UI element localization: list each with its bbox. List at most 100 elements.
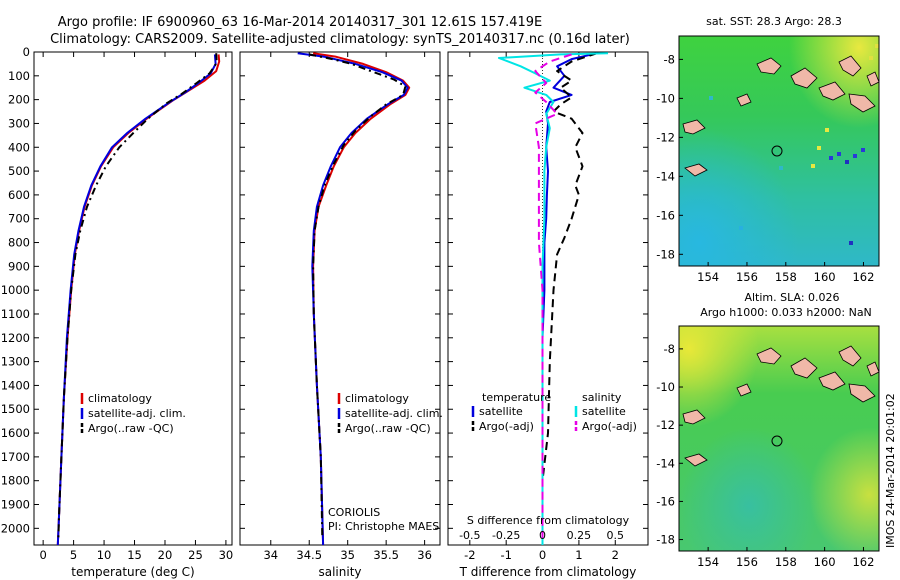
sst-pixel: [845, 160, 849, 164]
sst-pixel: [709, 96, 713, 100]
sla-high-patch-2: [679, 326, 879, 551]
panelT-xlabel: temperature (deg C): [71, 565, 194, 579]
map-x-tick-label: 158: [775, 270, 797, 284]
sst-argo-marker: [771, 145, 783, 157]
x-tick-label: 0: [539, 548, 546, 562]
difference-panel: -2 -1 0 1 2 T difference from climatology S di…: [447, 51, 649, 579]
map-y-tick-label: -8: [664, 52, 675, 66]
panelS-xlabel: salinity: [318, 565, 361, 579]
island-shape: [818, 371, 846, 391]
s-diff-tick-label: 0: [539, 529, 546, 542]
map-x-tick-label: 156: [736, 555, 758, 569]
map-x-tick-label: 154: [697, 270, 719, 284]
map-y-tick-label: -10: [656, 91, 675, 105]
sst-islands: [682, 55, 880, 177]
map-x-tick-label: 158: [775, 555, 797, 569]
y-tick-label: 1500: [1, 402, 30, 416]
y-tick-label: 1200: [1, 331, 30, 345]
legend-label: Argo(..raw -QC): [345, 422, 431, 435]
y-tick-label: 1300: [1, 355, 30, 369]
map-y-tick-label: -8: [664, 342, 675, 356]
y-tick-label: 100: [8, 69, 30, 83]
series-line-climatology: [56, 54, 221, 546]
y-tick-label: 1900: [1, 498, 30, 512]
x-tick-label: 35.5: [373, 548, 399, 562]
series-line-t-satellite: [541, 52, 598, 545]
island-shape: [736, 93, 752, 107]
island-shape: [790, 67, 818, 89]
s-diff-tick-label: 0.5: [607, 529, 625, 542]
legend-label: satellite-adj. clim.: [345, 407, 443, 420]
legend-label: Argo(-adj): [582, 420, 637, 433]
panelD-frame: [447, 51, 649, 546]
map-x-tick-label: 160: [814, 555, 836, 569]
header-line2: Climatology: CARS2009. Satellite-adjuste…: [50, 32, 630, 47]
sst-pixel: [837, 152, 841, 156]
sst-pixel: [829, 156, 833, 160]
legend-label: climatology: [345, 392, 409, 405]
x-tick-label: 30: [219, 548, 234, 562]
panelD-xlabel: T difference from climatology: [459, 565, 637, 579]
sst-pixel: [861, 148, 865, 152]
map-x-tick-label: 154: [697, 555, 719, 569]
legend-title-temperature: temperature: [482, 391, 551, 404]
sst-pixel: [869, 56, 873, 60]
series-line-t-argo: [541, 52, 598, 538]
x-tick-label: 5: [70, 548, 77, 562]
sst-pixel: [739, 226, 743, 230]
map-y-tick-label: -16: [656, 208, 675, 222]
x-tick-label: 10: [97, 548, 112, 562]
s-diff-tick-label: -0.25: [492, 529, 520, 542]
x-tick-label: 20: [158, 548, 173, 562]
sst-pixel: [811, 164, 815, 168]
sla-frame: [678, 325, 880, 552]
sst-cool-patch: [679, 36, 879, 266]
x-tick-label: 0: [39, 548, 46, 562]
map-y-tick-label: -14: [656, 456, 675, 470]
y-tick-label: 500: [8, 164, 30, 178]
sla-argo-marker: [771, 435, 783, 447]
s-diff-tick-label: 0.25: [567, 529, 592, 542]
y-tick-label: 1800: [1, 474, 30, 488]
island-shape: [848, 93, 876, 113]
x-tick-label: 34: [263, 548, 278, 562]
panelS-frame: [239, 51, 441, 546]
sst-pixel: [853, 154, 857, 158]
map-y-tick-label: -14: [656, 169, 675, 183]
island-shape: [684, 163, 708, 177]
sla-islands: [682, 345, 880, 467]
sst-map: sat. SST: 28.3 Argo: 28.3 154 156 158 160 16…: [656, 15, 880, 284]
island-shape: [684, 453, 708, 467]
island-shape: [818, 81, 846, 101]
legend-label: climatology: [88, 392, 152, 405]
island-shape: [682, 119, 706, 135]
y-tick-label: 900: [8, 259, 30, 273]
y-tick-label: 2000: [1, 521, 30, 535]
x-tick-label: 36: [417, 548, 432, 562]
difference-xlabel-top: S difference from climatology: [467, 514, 630, 527]
sst-frame: [678, 35, 880, 267]
island-shape: [790, 357, 818, 379]
y-tick-label: 800: [8, 236, 30, 250]
legend-label: satellite: [582, 405, 626, 418]
island-shape: [756, 347, 782, 365]
x-tick-label: 25: [188, 548, 203, 562]
x-tick-label: 1: [575, 548, 582, 562]
series-line-argo: [309, 53, 407, 538]
island-shape: [682, 409, 706, 425]
legend-label: Argo(..raw -QC): [88, 422, 174, 435]
sst-pixel: [817, 146, 821, 150]
y-tick-label: 200: [8, 93, 30, 107]
series-line-s-satellite: [497, 52, 609, 545]
sla-map: Altim. SLA: 0.026 Argo h1000: 0.033 h200…: [656, 291, 880, 569]
header-line1: Argo profile: IF 6900960_63 16-Mar-2014 …: [58, 15, 542, 30]
x-tick-label: 2: [612, 548, 619, 562]
map-y-tick-label: -12: [656, 418, 675, 432]
series-line-satellite: [56, 54, 217, 546]
sst-pixel: [825, 128, 829, 132]
y-tick-label: 400: [8, 140, 30, 154]
y-tick-label: 1600: [1, 426, 30, 440]
map-y-tick-label: -16: [656, 494, 675, 508]
float-annotation: PI: Christophe MAES: [328, 520, 439, 533]
